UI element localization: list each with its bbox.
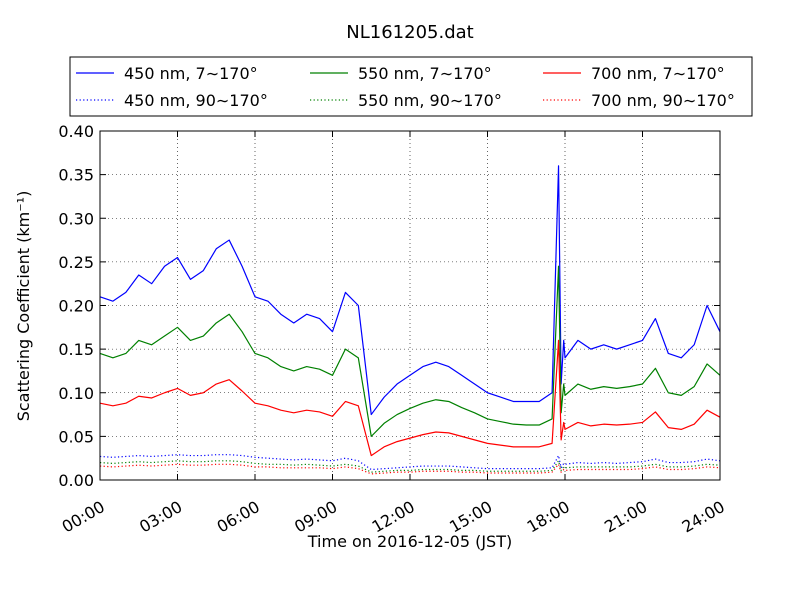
- x-tick-label: 06:00: [214, 497, 263, 537]
- y-tick-label: 0.05: [58, 427, 94, 446]
- y-axis-label: Scattering Coefficient (km⁻¹): [14, 191, 33, 422]
- legend-label: 550 nm, 7∼170°: [358, 64, 492, 83]
- legend-entry: 550 nm, 7∼170°: [310, 64, 492, 83]
- legend-label: 550 nm, 90∼170°: [358, 91, 502, 110]
- x-axis-label: Time on 2016-12-05 (JST): [307, 532, 512, 551]
- y-tick-label: 0.10: [58, 384, 94, 403]
- legend-label: 450 nm, 90∼170°: [124, 91, 268, 110]
- x-tick-label: 24:00: [679, 497, 728, 537]
- y-tick-label: 0.30: [58, 209, 94, 228]
- legend-frame: [69, 56, 753, 117]
- legend-entry: 700 nm, 7∼170°: [543, 64, 725, 83]
- x-tick-label: 03:00: [136, 497, 185, 537]
- series-line-2: [99, 265, 721, 437]
- legend-entry: 550 nm, 90∼170°: [310, 91, 502, 110]
- legend-entry: 450 nm, 7∼170°: [76, 64, 258, 83]
- legend-label: 700 nm, 90∼170°: [591, 91, 735, 110]
- legend-entry: 700 nm, 90∼170°: [543, 91, 735, 110]
- legend-entry: 450 nm, 90∼170°: [76, 91, 268, 110]
- y-tick-label: 0.35: [58, 166, 94, 185]
- x-tick-label: 21:00: [601, 497, 650, 537]
- legend-label: 700 nm, 7∼170°: [591, 64, 725, 83]
- plot-area: 00:00 03:00 06:00 09:00 12:00 15:00 18:00 21:00…: [58, 122, 728, 537]
- y-tick-label: 0.25: [58, 253, 94, 272]
- series-line-4: [99, 339, 721, 457]
- y-tick-label: 0.00: [58, 471, 94, 490]
- series-line-3: [99, 460, 721, 473]
- chart-title: NL161205.dat: [346, 22, 473, 43]
- legend-label: 450 nm, 7∼170°: [124, 64, 258, 83]
- x-tick-label: 15:00: [446, 497, 495, 537]
- x-tick-label: 00:00: [59, 497, 108, 537]
- legend: 450 nm, 7∼170° 450 nm, 90∼170° 550 nm, 7∼1…: [69, 56, 753, 117]
- series-layer: [99, 165, 721, 475]
- series-line-5: [99, 463, 721, 475]
- y-tick-label: 0.40: [58, 122, 94, 141]
- series-line-0: [99, 165, 721, 416]
- y-tick-label: 0.20: [58, 297, 94, 316]
- x-tick-label: 12:00: [369, 497, 418, 537]
- x-tick-label: 09:00: [291, 497, 340, 537]
- x-tick-label: 18:00: [524, 497, 573, 537]
- y-tick-label: 0.15: [58, 340, 94, 359]
